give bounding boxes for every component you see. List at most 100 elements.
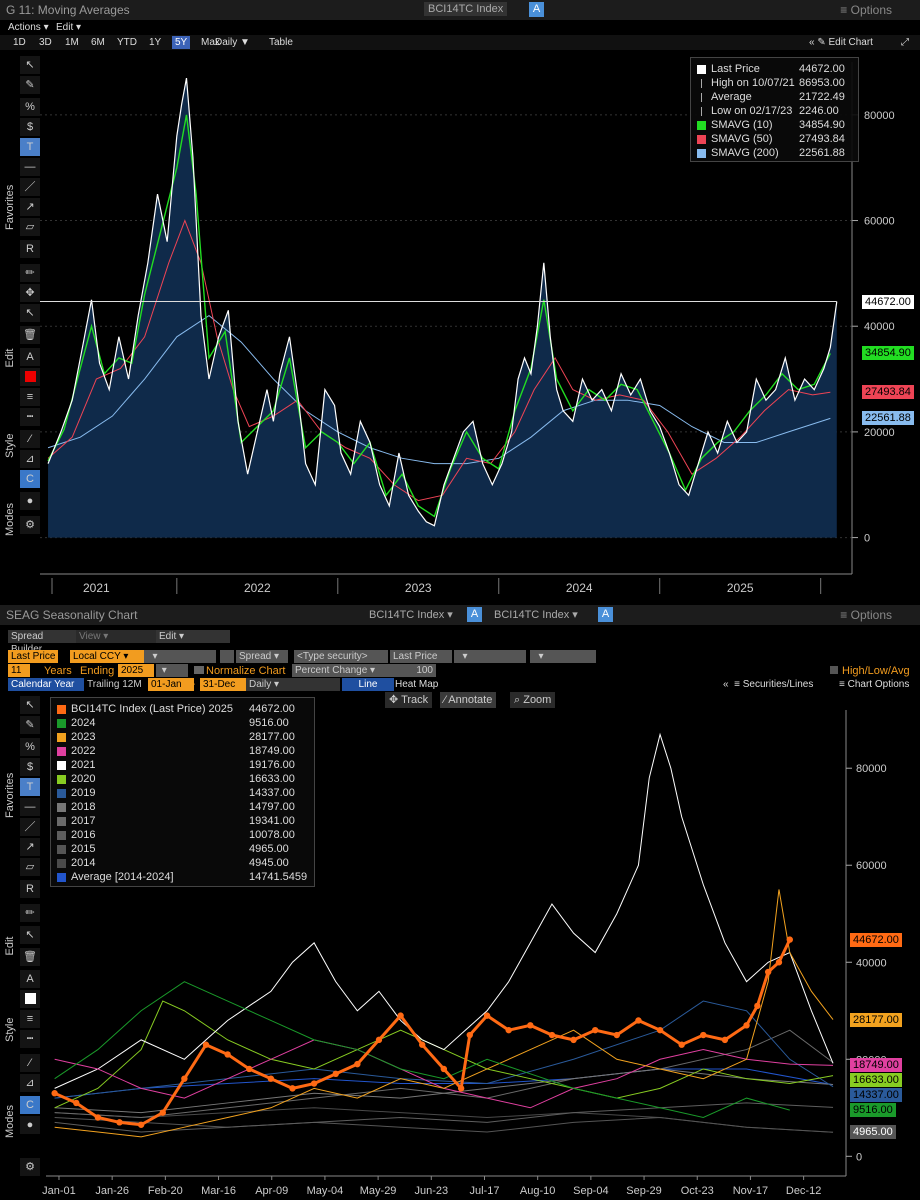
edit-chart-button[interactable]: « ✎ Edit Chart [809, 37, 873, 48]
securities-lines-button[interactable]: « ≡ Securities/Lines [723, 679, 814, 690]
bottom-percent-icon[interactable]: % [20, 738, 40, 756]
last-price-field[interactable]: Last Price [8, 650, 59, 663]
bottom-ray-icon[interactable]: ↗ [20, 838, 40, 856]
select-icon[interactable]: ↖ [20, 304, 40, 322]
bottom-trend-icon[interactable]: ／ [20, 818, 40, 836]
dollar-icon[interactable]: $ [20, 118, 40, 136]
from-date-input[interactable]: 01-Jan [148, 678, 194, 691]
bottom-dollar-icon[interactable]: $ [20, 758, 40, 776]
type-security-input[interactable]: <Type security> [294, 650, 388, 663]
draw-line-icon[interactable]: ✎ [20, 76, 40, 94]
range-button-5y[interactable]: 5Y [172, 36, 191, 49]
top-security-field[interactable]: BCI14TC Index [424, 2, 508, 16]
zoom-button[interactable]: ⌕ Zoom [510, 692, 556, 708]
to-date-input[interactable]: 31-Dec [200, 678, 246, 691]
range-button-max[interactable]: Max [201, 37, 220, 48]
text-icon[interactable]: T [20, 138, 40, 156]
bottom-palette-icon[interactable]: ● [20, 1116, 40, 1134]
last-price-dropdown-2[interactable]: Last Price [390, 650, 452, 663]
line-weight-icon[interactable]: ≡ [20, 388, 40, 406]
spread-dropdown[interactable]: Spread ▾ [236, 650, 288, 663]
move-icon[interactable]: ✥ [20, 284, 40, 302]
bottom-r-icon[interactable]: R [20, 880, 40, 898]
blank-dropdown-1[interactable]: ▾ [144, 650, 216, 663]
bottom-magnet-icon[interactable]: C [20, 1096, 40, 1114]
font-icon[interactable]: A [20, 348, 40, 366]
bottom-measure-icon[interactable]: ⊿ [20, 1074, 40, 1092]
measure-icon[interactable]: ⊿ [20, 450, 40, 468]
bottom-font-icon[interactable]: A [20, 970, 40, 988]
bottom-cursor-icon[interactable]: ↖ [20, 696, 40, 714]
line-tab[interactable]: Line [342, 678, 394, 691]
horizontal-line-icon[interactable]: — [20, 158, 40, 176]
r-icon[interactable]: R [20, 240, 40, 258]
ray-icon[interactable]: ↗ [20, 198, 40, 216]
bottom-trash-icon[interactable]: 🗑 [20, 948, 40, 966]
channel-icon[interactable]: ▱ [20, 218, 40, 236]
trend-line-icon[interactable]: ／ [20, 178, 40, 196]
bottom-line-weight-icon[interactable]: ≡ [20, 1010, 40, 1028]
bottom-security-field-1[interactable]: BCI14TC Index ▾ [369, 609, 453, 621]
blank-dropdown-2[interactable]: ▾ [454, 650, 526, 663]
ending-year-input[interactable]: 2025 [118, 664, 154, 677]
bottom-channel-icon[interactable]: ▱ [20, 858, 40, 876]
bottom-period-dropdown[interactable]: Daily ▾ [246, 678, 340, 691]
bottom-security-badge-1[interactable]: A [467, 607, 482, 622]
cursor-icon[interactable]: ↖ [20, 56, 40, 74]
top-legend-swatch [697, 149, 706, 158]
table-button[interactable]: Table [269, 37, 293, 48]
bottom-text-icon[interactable]: T [20, 778, 40, 796]
calendar-year-tab[interactable]: Calendar Year [8, 678, 84, 691]
bottom-line-style-icon[interactable]: ┅ [20, 1030, 40, 1048]
blank-dropdown-4[interactable]: ▾ [156, 664, 188, 677]
edit-menu[interactable]: Edit ▾ [56, 22, 82, 33]
range-button-1m[interactable]: 1M [65, 37, 79, 48]
crosshair-icon[interactable]: ⁄ [20, 430, 40, 448]
top-options-link[interactable]: ≡ Options [840, 3, 892, 17]
season-point-2025 [137, 1121, 145, 1128]
chart-options-button[interactable]: ≡ Chart Options [839, 679, 910, 690]
bottom-options-link[interactable]: ≡ Options [840, 608, 892, 622]
range-button-6m[interactable]: 6M [91, 37, 105, 48]
percent-change-dropdown[interactable]: Percent Change ▾ [292, 664, 386, 677]
bottom-gear-icon[interactable]: ⚙ [20, 1158, 40, 1176]
bottom-security-field-2[interactable]: BCI14TC Index ▾ [494, 609, 578, 621]
blank-dropdown-3[interactable]: ▾ [530, 650, 596, 663]
view-dropdown[interactable]: View ▾ [76, 630, 156, 643]
bottom-crosshair-icon[interactable]: ⁄ [20, 1054, 40, 1072]
years-count-input[interactable]: 11 [8, 664, 30, 677]
track-button[interactable]: ✥ Track [385, 692, 433, 708]
bottom-select-icon[interactable]: ↖ [20, 926, 40, 944]
pencil-icon[interactable]: ✏ [20, 264, 40, 282]
bottom-color-icon[interactable] [20, 990, 40, 1008]
bottom-edit-dropdown[interactable]: Edit ▾ [156, 630, 230, 643]
expand-icon[interactable]: ⤢ [901, 37, 909, 48]
bottom-draw-icon[interactable]: ✎ [20, 716, 40, 734]
high-low-avg-toggle[interactable]: High/Low/Avg [830, 665, 910, 677]
range-button-1y[interactable]: 1Y [149, 37, 162, 48]
annotate-button[interactable]: ⁄ Annotate [440, 692, 497, 708]
heatmap-tab[interactable]: Heat Map [395, 679, 439, 690]
actions-menu[interactable]: Actions ▾ [8, 22, 49, 33]
palette-icon[interactable]: ● [20, 492, 40, 510]
percent-icon[interactable]: % [20, 98, 40, 116]
bottom-hline-icon[interactable]: — [20, 798, 40, 816]
normalize-value-input[interactable]: 100 [384, 664, 436, 677]
bottom-security-badge-2[interactable]: A [598, 607, 613, 622]
spread-checkbox[interactable] [220, 650, 234, 663]
trailing-12m-tab[interactable]: Trailing 12M [87, 679, 142, 690]
period-dropdown[interactable]: Daily ▼ [215, 37, 250, 48]
range-button-ytd[interactable]: YTD [117, 37, 137, 48]
range-button-1d[interactable]: 1D [13, 37, 26, 48]
local-ccy-dropdown[interactable]: Local CCY ▾ [70, 650, 144, 663]
normalize-checkbox[interactable] [194, 666, 204, 674]
top-security-badge[interactable]: A [529, 2, 544, 17]
spread-builder-button[interactable]: Spread Builder [8, 630, 78, 655]
trash-icon[interactable]: 🗑 [20, 326, 40, 344]
color-icon[interactable] [20, 368, 40, 386]
gear-icon[interactable]: ⚙ [20, 516, 40, 534]
range-button-3d[interactable]: 3D [39, 37, 52, 48]
line-style-icon[interactable]: ┅ [20, 408, 40, 426]
magnet-icon[interactable]: C [20, 470, 40, 488]
bottom-pencil-icon[interactable]: ✏ [20, 904, 40, 922]
